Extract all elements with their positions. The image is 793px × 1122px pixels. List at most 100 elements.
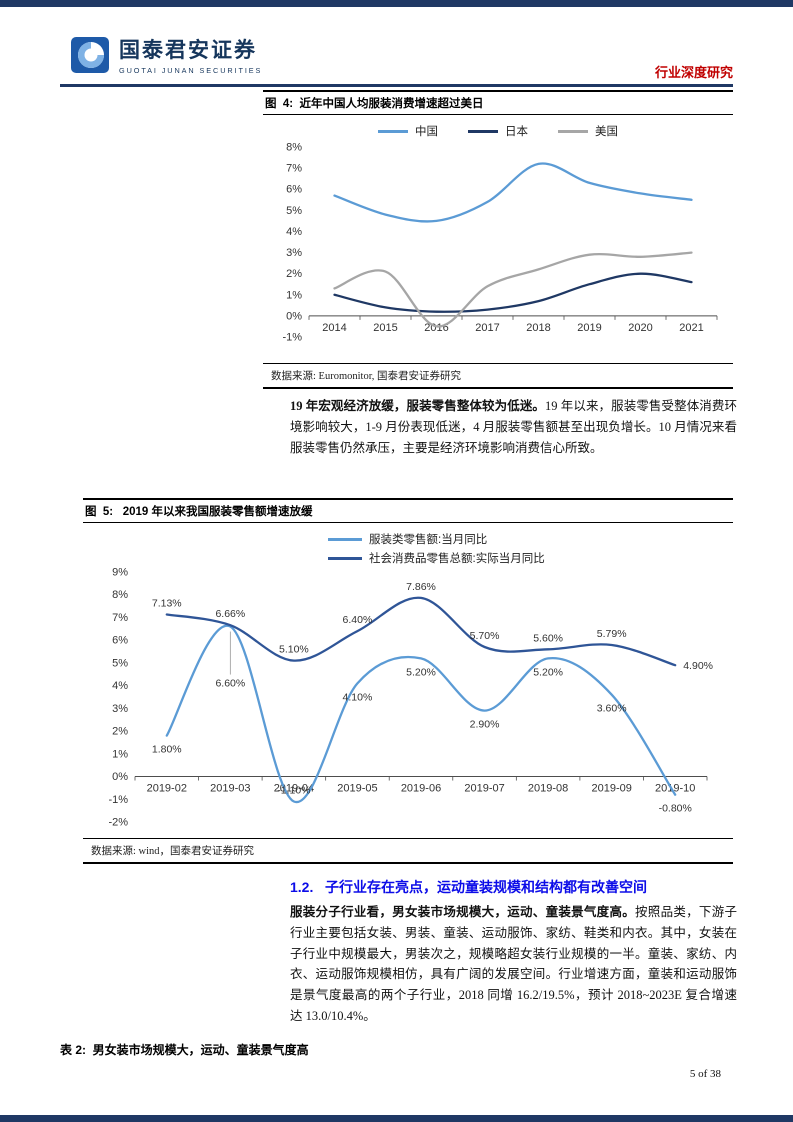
y-tick-label: -2%	[108, 817, 128, 829]
y-tick-label: 3%	[112, 703, 128, 715]
x-tick-label: 2020	[628, 322, 652, 334]
y-tick-label: 0%	[112, 771, 128, 783]
y-tick-label: 7%	[286, 163, 302, 175]
data-point-label: 2.90%	[470, 719, 500, 731]
legend-item: 服装类零售额:当月同比	[328, 531, 733, 547]
legend-item: 美国	[558, 123, 618, 139]
figure-4-source: 数据来源: Euromonitor, 国泰君安证券研究	[263, 363, 733, 389]
page-number: 5 of 38	[689, 1068, 721, 1080]
paragraph-2-lead-bold: 服装分子行业看，男女装市场规模大，运动、童装景气度高。	[290, 905, 636, 919]
data-point-label: 6.66%	[215, 608, 245, 620]
data-point-label: 5.60%	[533, 632, 563, 644]
figure-4: 图 4: 近年中国人均服装消费增速超过美日 中国 日本 美国 8% 7% 6% 5% 4% 3…	[263, 90, 733, 389]
paragraph-retail-slowdown: 19 年宏观经济放缓，服装零售整体较为低迷。19 年以来，服装零售受整体消费环境…	[290, 396, 737, 458]
legend-label: 日本	[505, 126, 528, 138]
figure-4-legend: 中国 日本 美国	[263, 123, 733, 139]
page-bottom-border	[0, 1115, 793, 1122]
x-tick-label: 2019-09	[591, 783, 631, 795]
series-line	[165, 596, 677, 667]
legend-line-swatch	[328, 537, 362, 541]
data-point-label: -0.80%	[659, 803, 692, 815]
y-tick-label: 6%	[112, 635, 128, 647]
figure-4-title: 图 4: 近年中国人均服装消费增速超过美日	[263, 90, 733, 115]
figure-5: 图 5: 2019 年以来我国服装零售额增速放缓 服装类零售额:当月同比 社会消费…	[83, 498, 733, 864]
x-tick-label: 2019-03	[210, 783, 250, 795]
brand-text: 国泰君安证券 GUOTAI JUNAN SECURITIES	[119, 34, 262, 75]
x-tick-label: 2019-08	[528, 783, 568, 795]
x-tick-label: 2015	[373, 322, 397, 334]
figure-5-title: 图 5: 2019 年以来我国服装零售额增速放缓	[83, 498, 733, 523]
legend-line-swatch	[328, 556, 362, 560]
data-point-label: -1.10%	[277, 785, 310, 797]
y-tick-label: -1%	[282, 332, 302, 344]
data-point-label: 1.80%	[152, 744, 182, 756]
x-tick-label: 2018	[526, 322, 550, 334]
series-line	[333, 251, 693, 328]
x-tick-label: 2021	[679, 322, 703, 334]
data-point-label: 6.40%	[343, 614, 373, 626]
y-tick-label: 9%	[112, 567, 128, 579]
x-tick-label: 2019-07	[464, 783, 504, 795]
y-tick-label: 4%	[112, 680, 128, 692]
brand-name-cn: 国泰君安证券	[119, 39, 257, 62]
y-tick-label: -1%	[108, 794, 128, 806]
fig4-plot-area: 8%7%6%5%4%3%2%1%0%-1%2014 2015 2016 2017 201…	[282, 142, 718, 344]
y-tick-label: 4%	[286, 226, 302, 238]
y-tick-label: 8%	[112, 589, 128, 601]
figure-5-chart: 9% 8% 7% 6% 5% 4% 3% 2% 1% 0% -1% -2% 2019-02 2019-03…	[83, 566, 733, 838]
figure-5-source: 数据来源: wind，国泰君安证券研究	[83, 838, 733, 864]
paragraph-2-body: 按照品类，下游子行业主要包括女装、男装、童装、运动服饰、家纺、鞋类和内衣。其中，…	[290, 905, 737, 1023]
paragraph-1-lead-bold: 19 年宏观经济放缓，服装零售整体较为低迷。	[290, 399, 546, 413]
x-tick-label: 2019-05	[337, 783, 377, 795]
logo-icon	[71, 36, 109, 73]
y-tick-label: 8%	[286, 142, 302, 154]
legend-line-swatch	[468, 129, 498, 133]
section-heading-1-2: 1.2. 子行业存在亮点，运动童装规模和结构都有改善空间	[290, 879, 648, 895]
data-point-label: 4.90%	[683, 660, 713, 672]
y-tick-label: 5%	[286, 205, 302, 217]
y-tick-label: 0%	[286, 310, 302, 322]
paragraph-1-body: 19 年以来，服装零售受整体消费环境影响较大，1-9 月份表现低迷，4 月服装零…	[290, 399, 737, 455]
legend-label: 中国	[415, 126, 438, 138]
y-tick-label: 1%	[112, 748, 128, 760]
data-point-label: 3.60%	[597, 703, 627, 715]
legend-line-swatch	[558, 129, 588, 133]
page-top-border	[0, 0, 793, 7]
y-tick-label: 2%	[112, 726, 128, 738]
data-point-label: 5.10%	[279, 644, 309, 656]
legend-label: 美国	[595, 126, 618, 138]
x-tick-label: 2019-06	[401, 783, 441, 795]
data-point-label: 5.70%	[470, 630, 500, 642]
data-point-label: 7.13%	[152, 598, 182, 610]
paragraph-subsector-overview: 服装分子行业看，男女装市场规模大，运动、童装景气度高。按照品类，下游子行业主要包…	[290, 902, 737, 1027]
figure-5-legend: 服装类零售额:当月同比 社会消费品零售总额:实际当月同比	[328, 531, 733, 566]
brand-logo: 国泰君安证券 GUOTAI JUNAN SECURITIES	[70, 34, 262, 75]
x-tick-label: 2014	[322, 322, 346, 334]
legend-item: 社会消费品零售总额:实际当月同比	[328, 550, 733, 566]
header-divider	[60, 84, 733, 87]
y-tick-label: 3%	[286, 247, 302, 259]
y-tick-label: 5%	[112, 657, 128, 669]
series-line	[333, 272, 693, 313]
x-tick-label: 2017	[475, 322, 499, 334]
x-tick-label: 2019-02	[147, 783, 187, 795]
data-point-label: 5.20%	[533, 666, 563, 678]
data-point-label: 5.79%	[597, 628, 627, 640]
legend-line-swatch	[378, 129, 408, 133]
data-point-label: 7.86%	[406, 581, 436, 593]
y-tick-label: 7%	[112, 612, 128, 624]
legend-item: 日本	[468, 123, 528, 139]
legend-item: 中国	[378, 123, 438, 139]
y-tick-label: 1%	[286, 289, 302, 301]
x-tick-label: 2019	[577, 322, 601, 334]
y-tick-label: 2%	[286, 268, 302, 280]
data-point-label: 4.10%	[343, 691, 373, 703]
series-line	[165, 624, 677, 803]
brand-name-en: GUOTAI JUNAN SECURITIES	[119, 66, 263, 75]
data-point-label: 5.20%	[406, 666, 436, 678]
figure-4-chart: 8% 7% 6% 5% 4% 3% 2% 1% 0% -1% 2014 2015 2016 2017 201…	[263, 139, 733, 363]
report-header: 国泰君安证券 GUOTAI JUNAN SECURITIES 行业深度研究	[70, 34, 733, 81]
x-tick-label: 2019-10	[655, 783, 695, 795]
report-type-label: 行业深度研究	[654, 65, 733, 80]
